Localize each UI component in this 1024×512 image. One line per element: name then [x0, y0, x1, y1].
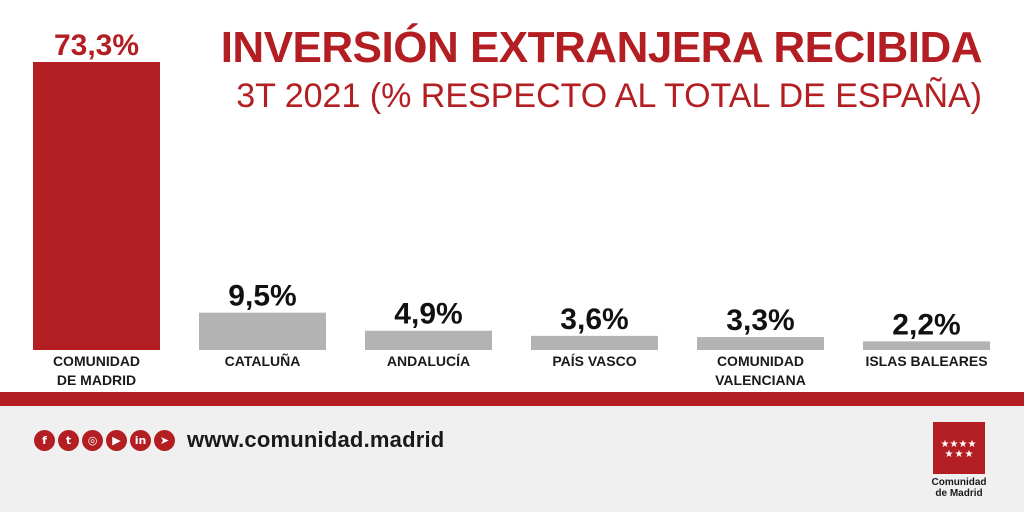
- bar-chart: 73,3% 9,5% 4,9% 3,6% 3,3% 2,2%: [33, 29, 990, 350]
- svg-text:★: ★: [950, 439, 959, 450]
- bar-3: [531, 335, 658, 350]
- svg-text:★: ★: [955, 449, 964, 460]
- linkedin-icon[interactable]: in: [130, 430, 151, 451]
- facebook-icon[interactable]: f: [34, 430, 55, 451]
- category-label-line: DE MADRID: [56, 372, 137, 388]
- svg-text:★: ★: [941, 439, 950, 450]
- footer-divider-band: [0, 392, 1024, 406]
- website-link[interactable]: www.comunidad.madrid: [187, 427, 445, 452]
- svg-text:★: ★: [945, 449, 954, 460]
- category-label-4: COMUNIDAD VALENCIANA: [676, 352, 846, 390]
- value-label-0: 73,3%: [54, 29, 139, 62]
- category-label-3: PAÍS VASCO: [510, 352, 680, 371]
- category-label-0: COMUNIDAD DE MADRID: [12, 352, 182, 390]
- category-label-line: ISLAS BALEARES: [865, 353, 988, 369]
- chart-title-line1: INVERSIÓN EXTRANJERA RECIBIDA: [220, 23, 983, 72]
- category-label-1: CATALUÑA: [178, 352, 348, 371]
- bar-4: [697, 337, 824, 350]
- telegram-icon[interactable]: ➤: [154, 430, 175, 451]
- youtube-icon[interactable]: ▶: [106, 430, 127, 451]
- logo-text-line2: de Madrid: [935, 488, 983, 499]
- value-label-2: 4,9%: [394, 298, 462, 331]
- logo-text: Comunidad de Madrid: [918, 477, 1000, 499]
- category-label-line: VALENCIANA: [715, 372, 806, 388]
- comunidad-madrid-logo: ★ ★ ★ ★ ★ ★ ★: [933, 422, 985, 474]
- bar-5: [863, 341, 990, 350]
- category-label-5: ISLAS BALEARES: [842, 352, 1012, 371]
- category-label-line: COMUNIDAD: [52, 353, 141, 369]
- category-label-line: COMUNIDAD: [716, 353, 805, 369]
- stars-icon: ★ ★ ★ ★ ★ ★ ★: [941, 439, 977, 460]
- bar-0: [33, 62, 160, 350]
- social-icons: f t ◎ ▶ in ➤: [34, 430, 175, 451]
- svg-text:★: ★: [965, 449, 974, 460]
- twitter-icon[interactable]: t: [58, 430, 79, 451]
- footer: [0, 406, 1024, 512]
- svg-text:★: ★: [959, 439, 968, 450]
- svg-text:★: ★: [968, 439, 977, 450]
- chart-title: INVERSIÓN EXTRANJERA RECIBIDA 3T 2021 (%…: [220, 22, 983, 118]
- category-label-line: CATALUÑA: [224, 353, 301, 369]
- category-label-2: ANDALUCÍA: [344, 352, 514, 371]
- bar-1: [199, 312, 326, 350]
- value-label-5: 2,2%: [892, 308, 960, 341]
- value-label-3: 3,6%: [560, 303, 628, 336]
- category-label-line: ANDALUCÍA: [386, 353, 471, 369]
- chart-subtitle: 3T 2021 (% RESPECTO AL TOTAL DE ESPAÑA): [236, 77, 982, 115]
- instagram-icon[interactable]: ◎: [82, 430, 103, 451]
- logo-text-line1: Comunidad: [931, 477, 987, 488]
- bar-2: [365, 330, 492, 350]
- category-label-line: PAÍS VASCO: [552, 353, 637, 369]
- value-label-4: 3,3%: [726, 304, 794, 337]
- value-label-1: 9,5%: [228, 280, 296, 313]
